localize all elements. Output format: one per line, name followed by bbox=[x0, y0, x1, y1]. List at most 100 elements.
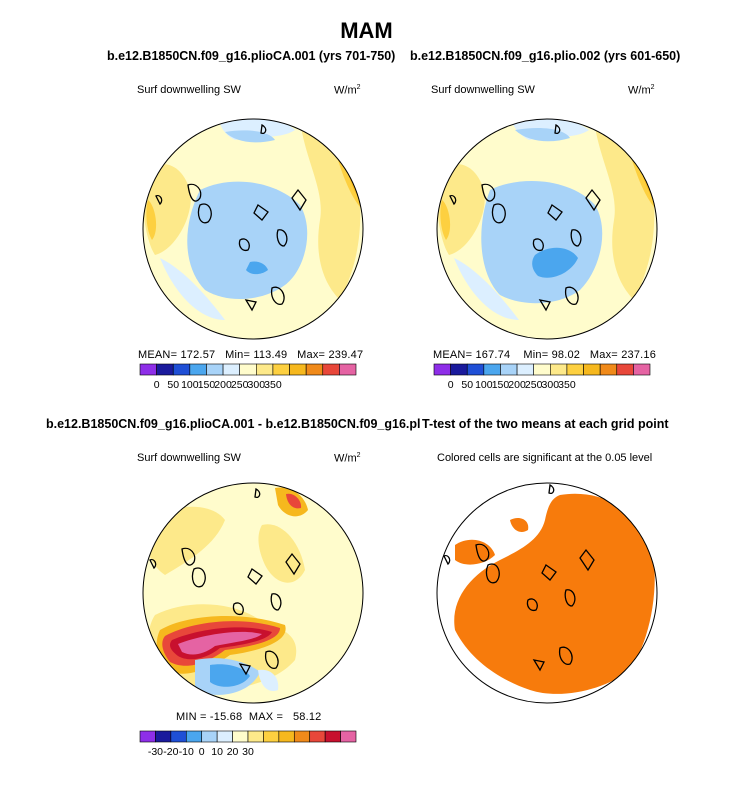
panel1-stats: MEAN= 172.57 Min= 113.49 Max= 239.47 bbox=[138, 349, 364, 361]
colorbar-swatch bbox=[139, 363, 157, 376]
colorbar-swatch bbox=[599, 363, 618, 376]
colorbar-tick-label: 10 bbox=[211, 746, 223, 758]
colorbar-swatch bbox=[340, 730, 357, 743]
colorbar-swatch bbox=[500, 363, 518, 376]
colorbar-swatch bbox=[263, 730, 280, 743]
colorbar-swatch bbox=[583, 363, 601, 376]
colorbar-swatch bbox=[483, 363, 501, 376]
panel4-map bbox=[437, 483, 657, 703]
panel2-stats: MEAN= 167.74 Min= 98.02 Max= 237.16 bbox=[433, 349, 657, 361]
colorbar-tick-label: 0 bbox=[198, 746, 205, 758]
colorbar-swatch bbox=[139, 730, 156, 743]
panel4-map-border bbox=[436, 482, 658, 704]
colorbar-swatch bbox=[566, 363, 584, 376]
panel1-title: b.e12.B1850CN.f09_g16.plioCA.001 (yrs 70… bbox=[107, 49, 396, 63]
panel2-map-border bbox=[436, 118, 658, 340]
colorbar-swatch bbox=[189, 363, 207, 376]
colorbar-tick-label: 250 bbox=[230, 379, 249, 391]
colorbar-tick-label: 150 bbox=[197, 379, 216, 391]
colorbar-tick-label: -10 bbox=[178, 746, 194, 758]
colorbar-tick-label: 300 bbox=[247, 379, 266, 391]
panel1-colorbar bbox=[139, 363, 357, 376]
colorbar-swatch bbox=[156, 363, 174, 376]
panel2-map bbox=[437, 119, 657, 339]
colorbar-swatch bbox=[155, 730, 172, 743]
panel3-colorbar bbox=[139, 730, 357, 743]
colorbar-swatch bbox=[201, 730, 218, 743]
colorbar-tick-label: 200 bbox=[508, 379, 526, 391]
panel1-map bbox=[143, 119, 363, 339]
colorbar-tick-label: 300 bbox=[541, 379, 560, 391]
colorbar-swatch bbox=[339, 363, 357, 376]
panel3-map-border bbox=[142, 482, 364, 704]
colorbar-swatch bbox=[324, 730, 341, 743]
colorbar-tick-label: 20 bbox=[226, 746, 239, 758]
figure-title: MAM bbox=[340, 18, 393, 43]
panel1-orange-region-west bbox=[146, 200, 157, 240]
panel3-stats: MIN = -15.68 MAX = 58.12 bbox=[176, 711, 322, 723]
colorbar-tick-label: -30 bbox=[147, 746, 164, 758]
colorbar-swatch bbox=[516, 363, 534, 376]
colorbar-tick-label: 100 bbox=[181, 379, 199, 391]
colorbar-tick-label: 200 bbox=[214, 379, 232, 391]
panel4-coastlines bbox=[443, 484, 595, 672]
panel1-variable-label: Surf downwelling SW bbox=[137, 84, 241, 96]
panel3-map bbox=[143, 483, 363, 703]
colorbar-swatch bbox=[550, 363, 568, 376]
colorbar-swatch bbox=[232, 730, 249, 743]
panel2-colorbar bbox=[433, 363, 651, 376]
colorbar-tick-label: 50 bbox=[167, 379, 180, 391]
panel2-orange-region-west bbox=[440, 200, 451, 240]
colorbar-swatch bbox=[305, 363, 324, 376]
panel4-title: T-test of the two means at each grid poi… bbox=[421, 417, 669, 431]
colorbar-swatch bbox=[239, 363, 257, 376]
panel3-red-northeast bbox=[286, 493, 302, 509]
panel3-yellow-region-center bbox=[258, 524, 305, 583]
colorbar-tick-label: -20 bbox=[163, 746, 179, 758]
panel1-units-label: W/m2 bbox=[334, 84, 361, 97]
colorbar-tick-label: 30 bbox=[242, 746, 254, 758]
panel1-coastlines bbox=[155, 124, 307, 312]
colorbar-swatch bbox=[216, 730, 233, 743]
panel1-blue-core bbox=[246, 261, 268, 275]
panel3-variable-label: Surf downwelling SW bbox=[137, 452, 241, 464]
panel4-significant-region-north bbox=[510, 518, 529, 532]
colorbar-tick-label: 350 bbox=[558, 379, 576, 391]
colorbar-swatch bbox=[450, 363, 468, 376]
panel2-units-label: W/m2 bbox=[628, 84, 655, 97]
colorbar-swatch bbox=[309, 730, 326, 743]
colorbar-swatch bbox=[206, 363, 224, 376]
panel4-significance-label: Colored cells are significant at the 0.0… bbox=[437, 452, 653, 464]
colorbar-swatch bbox=[256, 363, 274, 376]
panel1-lightblue-south bbox=[160, 258, 225, 320]
colorbar-tick-label: 250 bbox=[524, 379, 543, 391]
panel4-significant-region-main bbox=[454, 493, 655, 694]
colorbar-swatch bbox=[222, 363, 240, 376]
panel3-title: b.e12.B1850CN.f09_g16.plioCA.001 - b.e12… bbox=[46, 417, 456, 431]
colorbar-swatch bbox=[433, 363, 451, 376]
panel2-blue-north-patch bbox=[515, 127, 570, 142]
panel1-map-border bbox=[142, 118, 364, 340]
panel3-lightblue-southeast bbox=[258, 669, 279, 692]
panel2-variable-label: Surf downwelling SW bbox=[431, 84, 535, 96]
panel2-lightblue-south bbox=[454, 258, 519, 320]
panel3-pink-core bbox=[178, 631, 262, 655]
colorbar-tick-label: 150 bbox=[491, 379, 510, 391]
panel3-units-label: W/m2 bbox=[334, 452, 361, 465]
colorbar-swatch bbox=[185, 730, 203, 743]
panel3-blue-south bbox=[210, 664, 250, 687]
colorbar-swatch bbox=[633, 363, 651, 376]
colorbar-swatch bbox=[466, 363, 485, 376]
panel2-blue-core bbox=[532, 247, 578, 278]
colorbar-swatch bbox=[170, 730, 187, 743]
panel2-title: b.e12.B1850CN.f09_g16.plio.002 (yrs 601-… bbox=[410, 49, 681, 63]
colorbar-tick-label: 50 bbox=[461, 379, 474, 391]
colorbar-tick-label: 0 bbox=[447, 379, 454, 391]
colorbar-swatch bbox=[278, 730, 295, 743]
colorbar-swatch bbox=[616, 363, 634, 376]
colorbar-tick-label: 0 bbox=[153, 379, 160, 391]
colorbar-swatch bbox=[247, 730, 264, 743]
panel2-coastlines bbox=[449, 124, 601, 312]
panel3-coastlines bbox=[149, 488, 301, 676]
